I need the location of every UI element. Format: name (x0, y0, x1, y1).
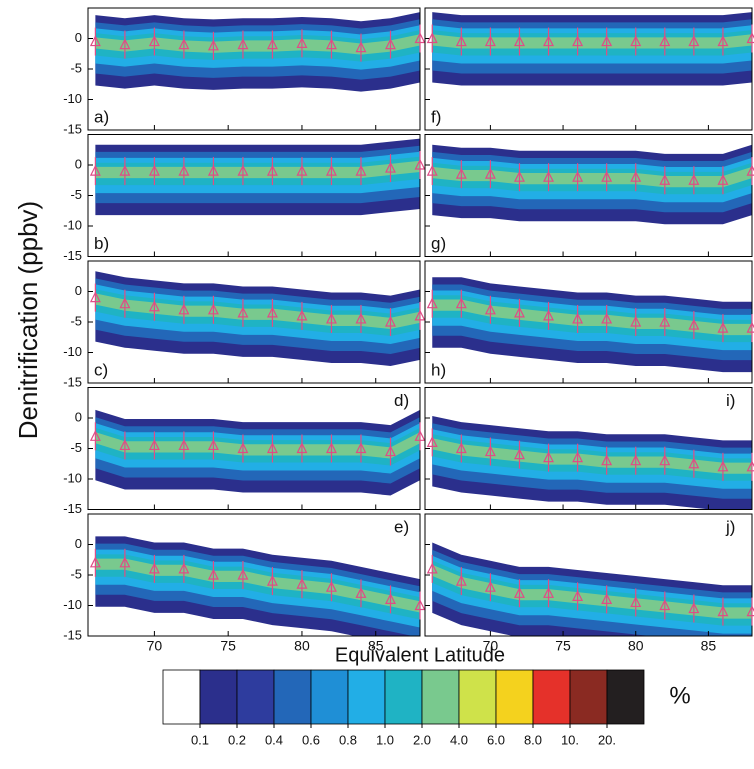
x-tick-label: 80 (628, 638, 644, 654)
y-tick-label: -15 (63, 501, 82, 516)
colorbar-box (459, 670, 496, 724)
panel-label: f) (431, 107, 441, 126)
y-tick-label: -10 (63, 91, 82, 106)
y-tick-label: 0 (75, 156, 82, 171)
y-tick-label: -15 (63, 627, 82, 642)
colorbar-box (422, 670, 459, 724)
colorbar-tick-label: 2.0 (413, 732, 431, 747)
panel-label: h) (431, 360, 446, 379)
y-tick-label: 0 (75, 536, 82, 551)
colorbar-box (200, 670, 237, 724)
y-tick-label: -10 (63, 344, 82, 359)
colorbar-box (385, 670, 422, 724)
y-tick-label: -10 (63, 217, 82, 232)
y-tick-label: -5 (70, 187, 82, 202)
y-tick-label: -15 (63, 374, 82, 389)
x-tick-label: 70 (147, 638, 163, 654)
y-tick-label: -5 (70, 440, 82, 455)
panel-label: e) (394, 517, 409, 536)
colorbar-tick-label: 0.6 (302, 732, 320, 747)
y-tick-label: 0 (75, 283, 82, 298)
y-tick-label: -5 (70, 313, 82, 328)
x-tick-label: 85 (701, 638, 717, 654)
panel-label: i) (726, 391, 735, 410)
x-tick-label: 75 (555, 638, 571, 654)
colorbar-box (570, 670, 607, 724)
colorbar-box (348, 670, 385, 724)
colorbar-box (607, 670, 644, 724)
colorbar-tick-label: 0.1 (191, 732, 209, 747)
colorbar-tick-label: 0.4 (265, 732, 283, 747)
y-tick-label: -5 (70, 60, 82, 75)
colorbar-tick-label: 20. (598, 732, 616, 747)
colorbar-box (496, 670, 533, 724)
colorbar-box (533, 670, 570, 724)
x-tick-label: 85 (368, 638, 384, 654)
y-tick-label: -5 (70, 566, 82, 581)
panel-label: c) (94, 360, 108, 379)
colorbar-tick-label: 0.8 (339, 732, 357, 747)
panel-label: g) (431, 234, 446, 253)
panel-label: b) (94, 234, 109, 253)
y-tick-label: -10 (63, 597, 82, 612)
colorbar-tick-label: 1.0 (376, 732, 394, 747)
x-axis-label: Equivalent Latitude (335, 644, 505, 666)
colorbar-tick-label: 10. (561, 732, 579, 747)
panel-label: d) (394, 391, 409, 410)
colorbar-box (311, 670, 348, 724)
y-tick-label: 0 (75, 409, 82, 424)
colorbar-box (274, 670, 311, 724)
y-tick-label: -10 (63, 470, 82, 485)
x-tick-label: 80 (294, 638, 310, 654)
y-tick-label: -15 (63, 121, 82, 136)
y-tick-label: -15 (63, 248, 82, 263)
colorbar-tick-label: 8.0 (524, 732, 542, 747)
colorbar-tick-label: 4.0 (450, 732, 468, 747)
panel-label: j) (725, 517, 735, 536)
colorbar-tick-label: 6.0 (487, 732, 505, 747)
colorbar-box (163, 670, 200, 724)
y-tick-label: 0 (75, 30, 82, 45)
colorbar-box (237, 670, 274, 724)
panel-label: a) (94, 107, 109, 126)
y-axis-label: Denitrification (ppbv) (13, 201, 43, 439)
colorbar-tick-label: 0.2 (228, 732, 246, 747)
colorbar-unit: % (669, 682, 690, 709)
x-tick-label: 75 (220, 638, 236, 654)
x-tick-label: 70 (483, 638, 499, 654)
